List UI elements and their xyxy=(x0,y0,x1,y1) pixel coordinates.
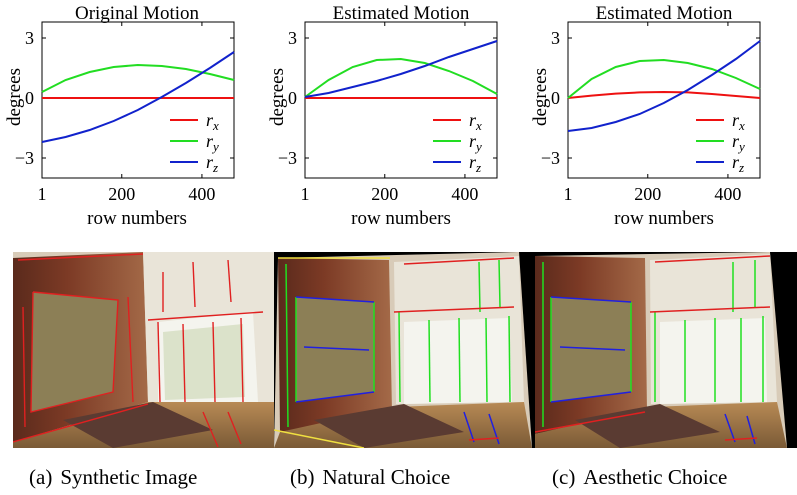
x-tick-label: 200 xyxy=(371,184,398,204)
atrium-photo-a xyxy=(13,252,275,448)
series-line-rz xyxy=(41,51,235,143)
x-tick-label: 1 xyxy=(38,184,47,204)
chart-svg-estimated-motion-natural: Estimated Motion degrees row numbers 1 20… xyxy=(267,3,498,229)
y-tick-label: 3 xyxy=(551,28,560,48)
legend-label-base: r xyxy=(469,131,477,151)
legend-label-subscript: y xyxy=(737,139,745,154)
chart-original-motion: Original Motion degrees row numbers 1 200… xyxy=(0,0,262,232)
y-tick-label: 0 xyxy=(288,88,297,108)
atrium-photo-c xyxy=(535,252,797,448)
plot-frame xyxy=(567,21,761,179)
x-tick-label: 400 xyxy=(188,184,215,204)
legend-label-rz: rz xyxy=(206,152,218,175)
legend-label-base: r xyxy=(469,152,477,172)
legend-label-base: r xyxy=(732,110,740,130)
chart-svg-original-motion: Original Motion degrees row numbers 1 200… xyxy=(4,3,235,229)
x-tick-label: 400 xyxy=(714,184,741,204)
legend-label-subscript: x xyxy=(738,118,745,133)
legend-label-rz: rz xyxy=(732,152,744,175)
y-axis-label: degrees xyxy=(4,68,25,126)
chart-estimated-motion-aesthetic: Estimated Motion degrees row numbers 1 20… xyxy=(526,0,788,232)
legend-label-base: r xyxy=(206,131,214,151)
legend-label-ry: ry xyxy=(469,131,482,154)
legend-label-base: r xyxy=(206,110,214,130)
legend-label-subscript: y xyxy=(474,139,482,154)
legend-label-base: r xyxy=(732,131,740,151)
x-axis-label: row numbers xyxy=(351,208,451,229)
x-tick-label: 1 xyxy=(301,184,310,204)
chart-estimated-motion-natural: Estimated Motion degrees row numbers 1 20… xyxy=(263,0,525,232)
y-tick-label: 3 xyxy=(25,28,34,48)
legend-label-base: r xyxy=(732,152,740,172)
caption-label: (b) xyxy=(290,465,315,489)
y-tick-label: 3 xyxy=(288,28,297,48)
series-line-ry xyxy=(304,57,498,98)
photo-aesthetic-choice xyxy=(535,252,797,448)
legend-label-ry: ry xyxy=(732,131,745,154)
plot-frame xyxy=(304,21,498,179)
legend-label-ry: ry xyxy=(206,131,219,154)
legend-label-rx: rx xyxy=(206,110,219,133)
chart-title: Estimated Motion xyxy=(333,3,470,24)
x-axis-label: row numbers xyxy=(614,208,714,229)
chart-title: Estimated Motion xyxy=(596,3,733,24)
legend-label-rz: rz xyxy=(469,152,481,175)
plot-frame xyxy=(41,21,235,179)
legend-label-rx: rx xyxy=(732,110,745,133)
legend-label-base: r xyxy=(206,152,214,172)
series-line-rx xyxy=(567,90,761,99)
caption-b: (b) Natural Choice xyxy=(290,465,450,490)
y-tick-label: −3 xyxy=(278,148,297,168)
x-tick-label: 200 xyxy=(108,184,135,204)
legend-label-subscript: x xyxy=(475,118,482,133)
photo-natural-choice xyxy=(274,252,536,448)
series-line-rz xyxy=(567,40,761,132)
y-axis-label: degrees xyxy=(530,68,551,126)
chart-svg-estimated-motion-aesthetic: Estimated Motion degrees row numbers 1 20… xyxy=(530,3,761,229)
chart-title: Original Motion xyxy=(75,3,200,24)
caption-text: Natural Choice xyxy=(322,465,451,489)
caption-label: (a) xyxy=(29,465,53,489)
series-line-ry xyxy=(567,58,761,99)
caption-a: (a) Synthetic Image xyxy=(29,465,197,490)
series-line-rz xyxy=(304,40,498,98)
caption-c: (c) Aesthetic Choice xyxy=(552,465,727,490)
legend-label-subscript: z xyxy=(212,160,218,175)
legend-label-rx: rx xyxy=(469,110,482,133)
y-tick-label: 0 xyxy=(25,88,34,108)
y-axis-label: degrees xyxy=(267,68,288,126)
x-tick-label: 1 xyxy=(564,184,573,204)
photo-synthetic-image xyxy=(13,252,275,448)
atrium-photo-b xyxy=(274,252,536,448)
caption-label: (c) xyxy=(552,465,576,489)
caption-text: Aesthetic Choice xyxy=(583,465,728,489)
series-line-ry xyxy=(41,63,235,93)
y-tick-label: 0 xyxy=(551,88,560,108)
legend-label-subscript: z xyxy=(475,160,481,175)
y-tick-label: −3 xyxy=(15,148,34,168)
legend-label-subscript: z xyxy=(738,160,744,175)
caption-text: Synthetic Image xyxy=(60,465,198,489)
legend-label-base: r xyxy=(469,110,477,130)
x-tick-label: 400 xyxy=(451,184,478,204)
x-axis-label: row numbers xyxy=(87,208,187,229)
legend-label-subscript: x xyxy=(212,118,219,133)
legend-label-subscript: y xyxy=(211,139,219,154)
x-tick-label: 200 xyxy=(634,184,661,204)
y-tick-label: −3 xyxy=(541,148,560,168)
